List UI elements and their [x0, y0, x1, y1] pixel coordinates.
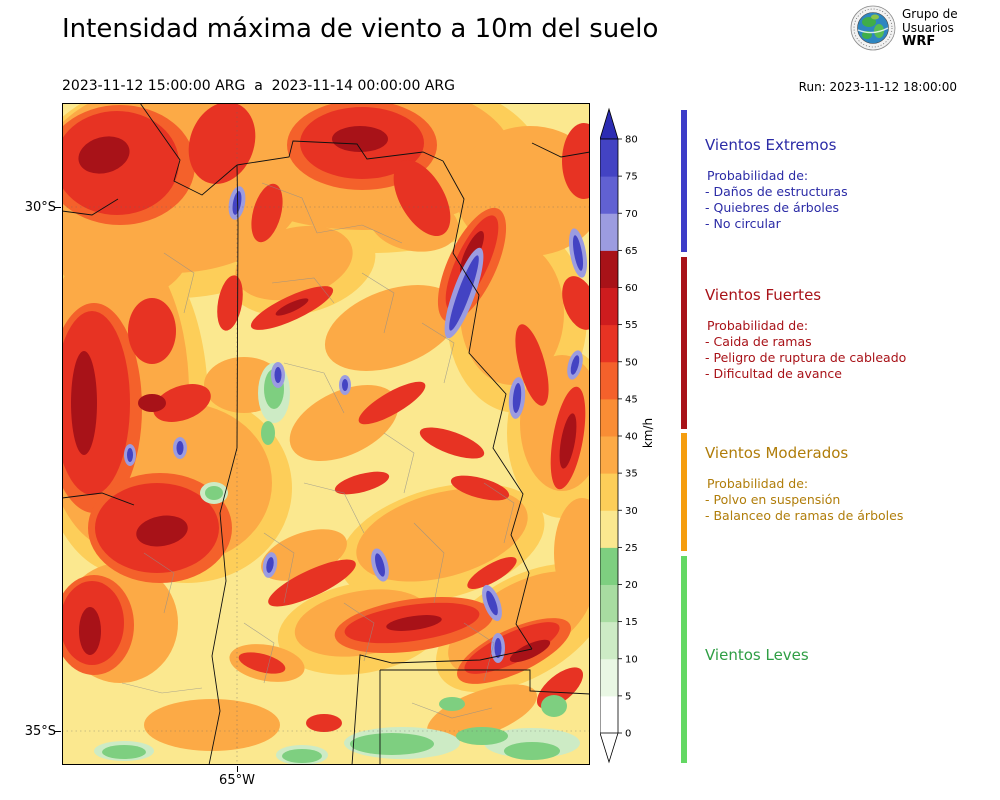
svg-text:35: 35 — [625, 469, 638, 480]
legend-intro: Probabilidad de: — [707, 168, 809, 183]
svg-text:20: 20 — [625, 580, 638, 591]
svg-text:10: 10 — [625, 654, 638, 665]
wrf-logo: Grupo de Usuarios WRF — [850, 5, 958, 51]
svg-text:25: 25 — [625, 543, 638, 554]
logo-line3: WRF — [902, 34, 936, 49]
legend-title: Vientos Fuertes — [705, 286, 822, 304]
wind-map — [27, 73, 617, 766]
globe-icon — [850, 5, 896, 51]
legend-section-fuertes: Vientos Fuertes Probabilidad de: - Caida… — [705, 286, 970, 382]
legend-item: - Balanceo de ramas de árboles — [705, 508, 904, 523]
legend-bar-extremos — [681, 110, 687, 252]
department-borders — [121, 182, 515, 719]
lon-label-65w: 65°W — [219, 773, 255, 788]
legend-bar-fuertes — [681, 257, 687, 429]
legend-intro: Probabilidad de: — [707, 318, 809, 333]
legend-item: - Daños de estructuras — [705, 184, 848, 199]
legend-intro: Probabilidad de: — [707, 476, 809, 491]
colorbar: km/h 0 5 10 15 20 25 30 35 40 45 50 55 60 65 70 75 80 — [600, 107, 655, 764]
svg-text:55: 55 — [625, 320, 638, 331]
lat-tick-35s — [55, 731, 61, 732]
legend-item: - Peligro de ruptura de cableado — [705, 350, 907, 365]
legend-item: - No circular — [705, 216, 781, 231]
legend-title: Vientos Leves — [705, 646, 809, 664]
svg-text:0: 0 — [625, 729, 631, 740]
svg-text:70: 70 — [625, 209, 638, 220]
legend-section-extremos: Vientos Extremos Probabilidad de: - Daño… — [705, 136, 970, 232]
legend-section-leves: Vientos Leves — [705, 646, 970, 678]
legend-item: - Dificultad de avance — [705, 366, 842, 381]
legend-bar-leves — [681, 556, 687, 763]
lat-label-30s: 30°S — [24, 200, 56, 215]
svg-text:40: 40 — [625, 432, 638, 443]
page-title: Intensidad máxima de viento a 10m del su… — [62, 14, 659, 44]
logo-text: Grupo de Usuarios WRF — [902, 7, 958, 49]
legend-item: - Caida de ramas — [705, 334, 812, 349]
period-label: 2023-11-12 15:00:00 ARG a 2023-11-14 00:… — [62, 78, 455, 94]
legend-section-moderados: Vientos Moderados Probabilidad de: - Pol… — [705, 444, 970, 524]
logo-line1: Grupo de — [902, 7, 958, 21]
svg-text:15: 15 — [625, 617, 638, 628]
wind-map-canvas — [27, 73, 617, 766]
legend-title: Vientos Extremos — [705, 136, 837, 154]
lon-tick-65w — [237, 766, 238, 772]
wind-field-blue-core — [127, 191, 584, 658]
legend-bar-moderados — [681, 433, 687, 551]
svg-text:60: 60 — [625, 283, 638, 294]
legend-item: - Polvo en suspensión — [705, 492, 841, 507]
logo-line2: Usuarios — [902, 21, 954, 35]
svg-text:75: 75 — [625, 172, 638, 183]
legend-title: Vientos Moderados — [705, 444, 849, 462]
svg-text:45: 45 — [625, 394, 638, 405]
wind-field-green — [102, 369, 567, 763]
run-label: Run: 2023-11-12 18:00:00 — [798, 80, 957, 94]
svg-text:5: 5 — [625, 691, 631, 702]
svg-text:50: 50 — [625, 357, 638, 368]
map-frame — [62, 103, 590, 765]
legend-item: - Quiebres de árboles — [705, 200, 840, 215]
colorbar-unit-label: km/h — [641, 418, 655, 448]
province-borders — [61, 102, 591, 766]
svg-text:65: 65 — [625, 246, 638, 257]
svg-text:30: 30 — [625, 506, 638, 517]
lat-tick-30s — [55, 207, 61, 208]
lat-label-35s: 35°S — [24, 724, 56, 739]
svg-text:80: 80 — [625, 135, 638, 146]
wind-field-dark-red — [71, 126, 577, 663]
